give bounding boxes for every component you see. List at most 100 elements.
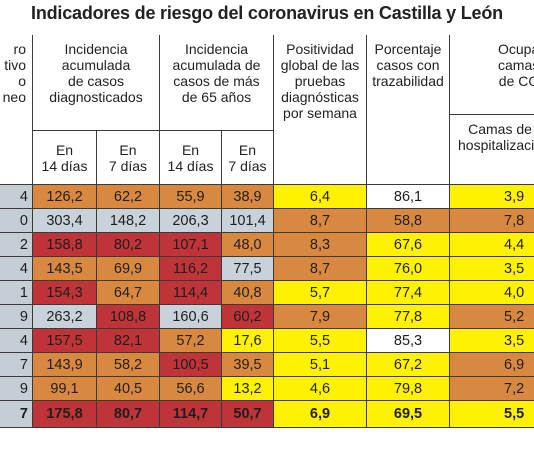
header-line: En <box>55 141 74 158</box>
data-cell: 100,5 <box>160 353 222 377</box>
data-cell: 154,3 <box>33 281 97 305</box>
data-cell: 5,5 <box>274 329 367 353</box>
cell-value: 4 <box>19 189 28 205</box>
cell-value: 99,1 <box>50 381 79 397</box>
header-positivity-text: Positividad global de las pruebas diagnósti… <box>281 41 360 121</box>
cell-value: 6,9 <box>504 357 525 373</box>
header-line: neo <box>2 89 26 105</box>
cell-value: 2 <box>19 237 28 253</box>
data-cell: 60,2 <box>222 305 274 329</box>
cell-value: 85,3 <box>393 333 423 349</box>
cell-value: 101,4 <box>229 213 266 229</box>
cell-value: 303,4 <box>46 213 83 229</box>
cell-value: 5,5 <box>309 333 331 349</box>
data-cell: 7,9 <box>274 305 367 329</box>
data-cell: 69,9 <box>97 257 160 281</box>
total-cell: 80,7 <box>97 401 160 428</box>
header-line: 7 días <box>108 157 148 174</box>
total-cell: 7 <box>0 401 33 428</box>
cell-value: 126,2 <box>46 189 83 205</box>
header-positivity: Positividad global de las pruebas diagnósti… <box>274 35 367 185</box>
cell-value: 8,7 <box>309 261 331 277</box>
data-cell: 3,9 <box>450 185 534 209</box>
cell-value: 3,5 <box>504 261 525 277</box>
data-cell: 57,2 <box>160 329 222 353</box>
cell-value: 4 <box>19 333 28 349</box>
cell-value: 13,2 <box>233 381 262 397</box>
data-cell: 40,5 <box>97 377 160 401</box>
header-line: hospitalizació <box>458 137 534 153</box>
cell-value: 80,7 <box>113 406 143 422</box>
cell-value: 9 <box>19 381 28 397</box>
data-cell: 4 <box>0 185 33 209</box>
data-cell: 64,7 <box>97 281 160 305</box>
cell-value: 108,8 <box>109 309 147 325</box>
cell-value: 67,2 <box>393 357 423 373</box>
cell-value: 56,6 <box>176 381 205 397</box>
cell-value: 100,5 <box>172 357 209 373</box>
data-cell: 40,8 <box>222 281 274 305</box>
cell-value: 114,4 <box>172 285 209 301</box>
subheader-14-days: En 14 días <box>160 131 222 185</box>
page-title: Indicadores de riesgo del coronavirus en… <box>31 3 503 23</box>
header-occupancy: Ocupacamasde CO <box>450 35 534 115</box>
data-cell: 56,6 <box>160 377 222 401</box>
data-cell: 1 <box>0 281 33 305</box>
cell-value: 55,9 <box>176 189 205 205</box>
cell-value: 154,3 <box>46 285 83 301</box>
header-line: casos con <box>376 57 440 73</box>
data-cell: 7,8 <box>450 209 534 233</box>
cell-value: 86,1 <box>393 189 423 205</box>
header-occupancy-text: Ocupacamasde CO <box>498 41 534 89</box>
header-line: Incidencia <box>184 41 249 57</box>
data-cell: 143,9 <box>33 353 97 377</box>
header-line: ro <box>13 41 26 57</box>
header-line: trazabilidad <box>372 73 444 89</box>
data-cell: 77,4 <box>367 281 450 305</box>
data-cell: 3,5 <box>450 329 534 353</box>
cell-value: 64,7 <box>113 285 143 301</box>
cell-value: 40,8 <box>233 285 262 301</box>
header-line: 7 días <box>228 157 267 174</box>
header-line: 14 días <box>167 157 214 174</box>
header-line: 14 días <box>41 157 88 174</box>
header-line: Ocupa <box>498 41 534 57</box>
cell-value: 114,7 <box>172 406 209 422</box>
header-line: En <box>119 141 137 158</box>
cell-value: 116,2 <box>172 261 209 277</box>
header-line: de CO <box>498 73 534 89</box>
cell-value: 60,2 <box>233 309 262 325</box>
subheader-7-days: En 7 días <box>97 131 160 185</box>
data-cell: 85,3 <box>367 329 450 353</box>
data-cell: 67,2 <box>367 353 450 377</box>
data-cell: 82,1 <box>97 329 160 353</box>
cell-value: 3,9 <box>504 189 525 205</box>
cell-value: 3,5 <box>504 333 525 349</box>
cell-value: 77,8 <box>393 309 423 325</box>
header-line: tivo <box>4 57 26 73</box>
data-cell: 108,8 <box>97 305 160 329</box>
data-cell: 13,2 <box>222 377 274 401</box>
cell-value: 7,2 <box>504 381 525 397</box>
data-cell: 2 <box>0 233 33 257</box>
cell-value: 77,5 <box>233 261 262 277</box>
data-cell: 7,2 <box>450 377 534 401</box>
data-cell: 5,1 <box>274 353 367 377</box>
data-cell: 7 <box>0 353 33 377</box>
cell-value: 175,8 <box>46 406 83 422</box>
data-cell: 157,5 <box>33 329 97 353</box>
header-line: casos de más <box>173 73 260 89</box>
data-cell: 116,2 <box>160 257 222 281</box>
data-cell: 206,3 <box>160 209 222 233</box>
total-cell: 114,7 <box>160 401 222 428</box>
data-cell: 4,6 <box>274 377 367 401</box>
cell-value: 80,2 <box>113 237 143 253</box>
risk-indicators-table: ro tivo o neo Incidencia acumulada de casos dia… <box>0 35 534 448</box>
cell-value: 143,9 <box>46 357 83 373</box>
total-cell: 69,5 <box>367 401 450 428</box>
total-cell: 50,7 <box>222 401 274 428</box>
header-line: de 65 años <box>181 89 252 105</box>
cell-value: 5,7 <box>309 285 331 301</box>
cell-value: 38,9 <box>233 189 262 205</box>
